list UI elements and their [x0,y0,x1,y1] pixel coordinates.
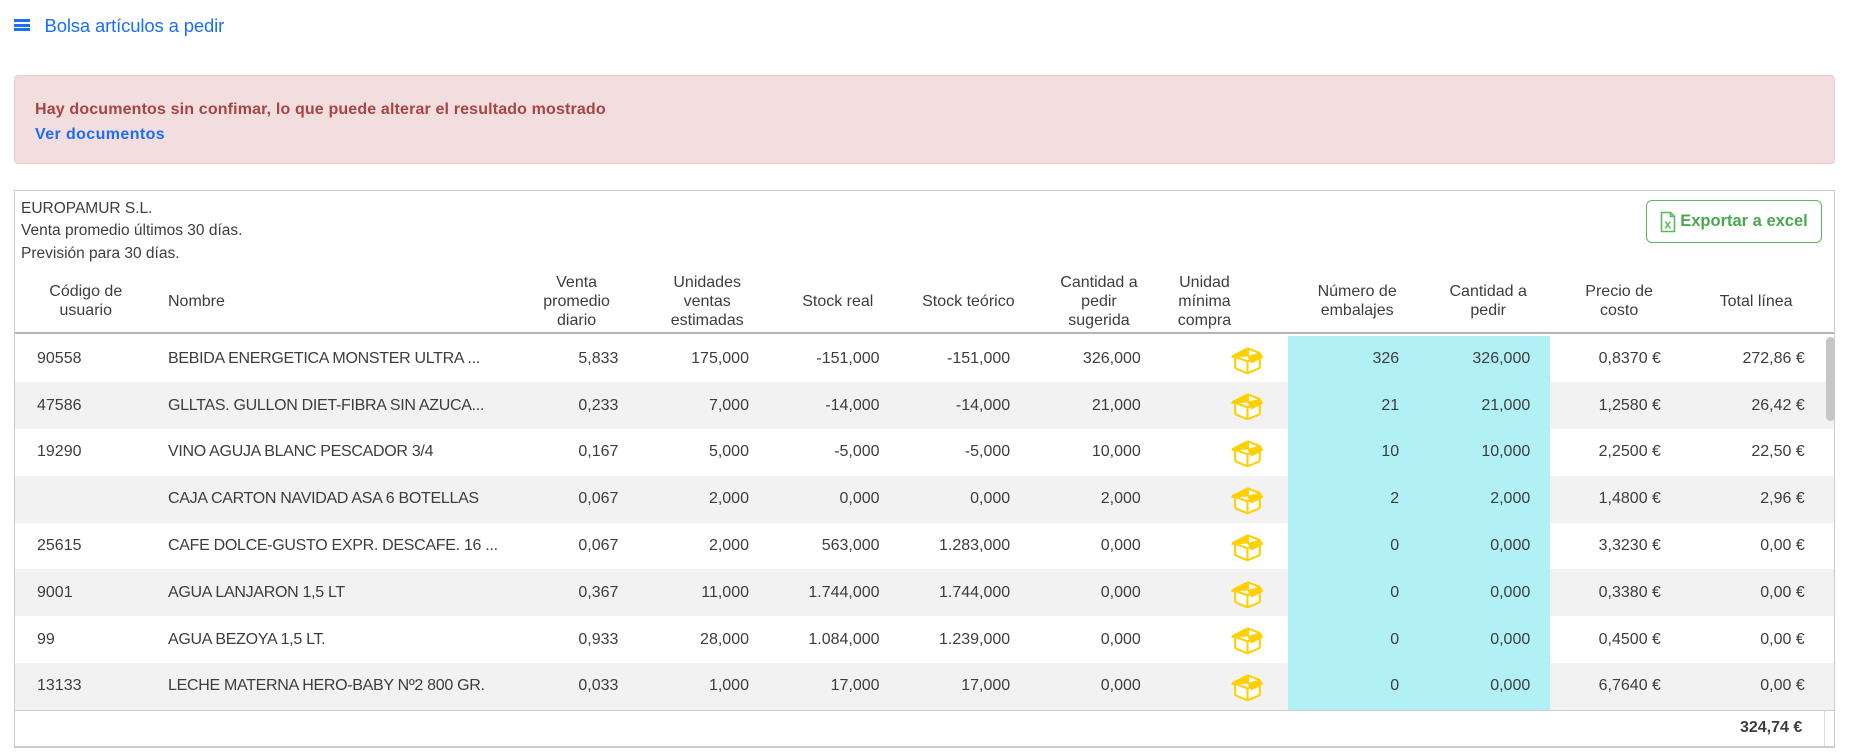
svg-text:x: x [1664,217,1671,231]
